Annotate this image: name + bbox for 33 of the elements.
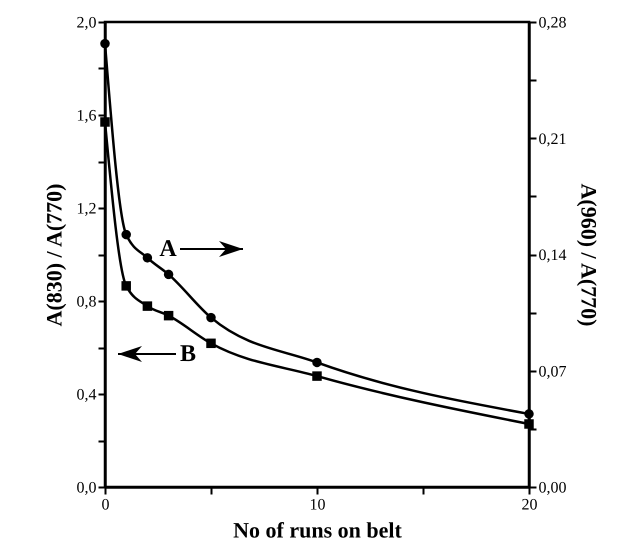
point	[164, 310, 174, 320]
y-tick-label: 0,4	[76, 386, 96, 404]
y-tick-label: 1,6	[76, 108, 96, 124]
y-tick-label: 2,0	[76, 14, 96, 32]
y2-tick-label: 0,07	[538, 363, 566, 380]
point	[312, 371, 322, 381]
point	[100, 117, 110, 127]
x-axis-title: No of runs on belt	[233, 518, 403, 542]
x-tick-label: 20	[522, 496, 538, 514]
y2-tick-label: 0,21	[538, 130, 566, 148]
y-tick-label: 0,8	[76, 294, 96, 310]
point	[206, 338, 216, 348]
point	[524, 419, 534, 429]
point	[142, 253, 152, 263]
annotation: B	[180, 341, 196, 367]
y-axis-title: A(830) / A(770)	[42, 184, 66, 326]
x-tick-label: 10	[310, 496, 326, 514]
y2-tick-label: 0,28	[538, 14, 566, 32]
point	[206, 312, 216, 322]
point	[121, 281, 131, 291]
y2-axis-title: A(960) / A(770)	[576, 184, 602, 326]
point	[524, 409, 534, 419]
point	[100, 38, 110, 48]
point	[142, 301, 152, 311]
x-tick-label: 0	[102, 496, 110, 514]
point	[312, 358, 322, 368]
y-tick-label: 0,0	[76, 480, 96, 496]
point	[164, 270, 174, 280]
y-tick-label: 1,2	[76, 200, 96, 218]
y2-tick-label: 0,00	[538, 480, 566, 496]
annotation: A	[159, 236, 178, 262]
y2-tick-label: 0,14	[538, 247, 566, 264]
point	[121, 230, 131, 240]
